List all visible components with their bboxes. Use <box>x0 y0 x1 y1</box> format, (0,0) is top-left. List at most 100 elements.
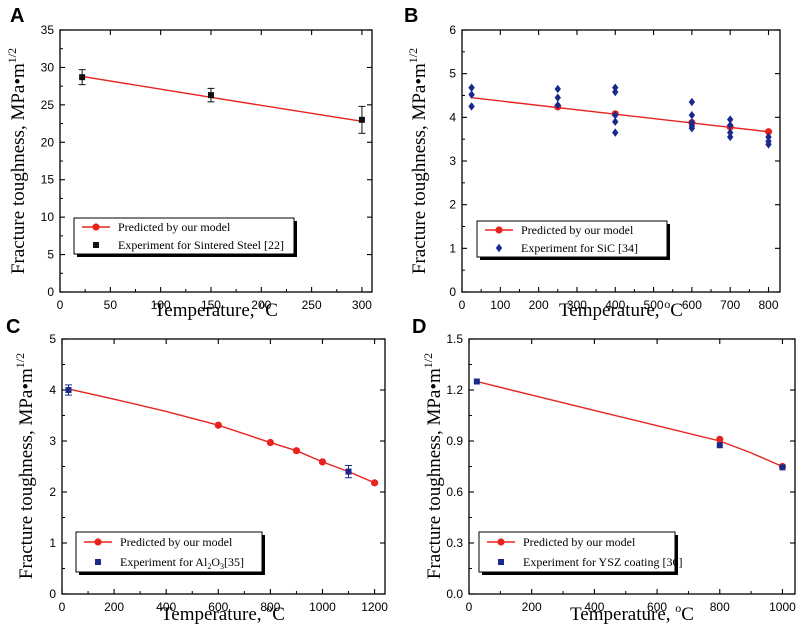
y-axis-title: Fracture toughness, MPa•m1/2 <box>5 48 29 274</box>
chart-panel-d: D 0 200 400 600 800 1000 0.0 0.3 0.6 0.9 1.2 1.5 Temp… <box>412 316 796 625</box>
y-tick-label: 4 <box>49 383 56 397</box>
legend-marker <box>495 243 503 253</box>
legend-marker <box>498 559 504 565</box>
x-tick-label: 200 <box>104 600 124 614</box>
y-tick-label: 2 <box>49 485 56 499</box>
x-tick-label: 400 <box>156 600 176 614</box>
x-tick-label: 800 <box>710 600 730 614</box>
experiment-point <box>207 92 214 99</box>
panel-label: B <box>404 5 418 27</box>
y-tick-label: 5 <box>49 332 56 346</box>
y-tick-label: 30 <box>41 60 55 74</box>
experiment-point <box>612 110 619 120</box>
x-axis-title: Temperature, oC <box>570 601 694 625</box>
legend-label: Experiment for YSZ coating [36] <box>523 555 683 569</box>
y-tick-label: 0.6 <box>446 485 463 499</box>
model-point <box>716 435 724 443</box>
experiment-point <box>468 83 475 92</box>
y-tick-label: 20 <box>41 135 55 149</box>
y-tick-label: 15 <box>41 173 55 187</box>
experiment-point <box>612 117 619 126</box>
y-tick-label: 0.3 <box>446 536 463 550</box>
x-tick-label: 300 <box>567 298 587 312</box>
y-tick-label: 1 <box>449 241 456 255</box>
y-tick-label: 1.2 <box>446 383 463 397</box>
x-tick-label: 1000 <box>309 600 336 614</box>
x-tick-label: 700 <box>720 298 740 312</box>
experiment-point <box>554 100 561 110</box>
experiment-point <box>554 84 561 94</box>
y-tick-label: 35 <box>41 23 55 37</box>
legend-box <box>75 531 263 573</box>
model-point <box>318 458 327 466</box>
model-point <box>266 438 274 447</box>
panel-label: C <box>6 316 20 338</box>
x-tick-label: 0 <box>466 600 473 614</box>
chart-panel-b: B 0 100 200 300 400 500 600 700 800 0 1 2 3 4 5 6 Tempera… <box>404 5 781 321</box>
y-tick-label: 0 <box>449 285 456 299</box>
x-tick-label: 150 <box>201 298 221 312</box>
x-tick-label: 0 <box>57 298 64 312</box>
x-tick-label: 800 <box>260 600 280 614</box>
model-point <box>370 479 379 487</box>
y-tick-label: 6 <box>449 23 456 37</box>
experiment-point <box>65 387 72 393</box>
experiment-point <box>765 132 772 142</box>
x-tick-label: 500 <box>644 298 664 312</box>
panel-label: A <box>10 5 24 27</box>
y-axis-title: Fracture toughness, MPa•m1/2 <box>421 353 445 579</box>
x-tick-label: 250 <box>302 298 322 312</box>
experiment-point <box>726 115 734 124</box>
experiment-point <box>612 87 619 97</box>
x-tick-label: 600 <box>647 600 667 614</box>
experiment-point <box>726 120 734 130</box>
legend-label: Predicted by our model <box>120 535 233 549</box>
y-tick-label: 1 <box>49 536 56 550</box>
experiment-point <box>688 97 696 107</box>
experiment-point <box>358 116 365 123</box>
legend-label: Predicted by our model <box>118 220 231 234</box>
y-tick-label: 5 <box>449 67 456 81</box>
x-axis-title: Temperature, oC <box>559 297 683 321</box>
model-point <box>292 447 301 455</box>
model-curve <box>82 75 363 123</box>
legend-label: Experiment for Sintered Steel [22] <box>118 238 284 252</box>
panel-label: D <box>412 316 426 338</box>
legend-label: Predicted by our model <box>521 223 634 237</box>
experiment-point <box>345 468 352 475</box>
x-tick-label: 300 <box>352 298 372 312</box>
x-tick-label: 400 <box>584 600 604 614</box>
model-curve <box>476 380 783 468</box>
x-tick-label: 600 <box>682 298 702 312</box>
x-tick-label: 50 <box>104 298 118 312</box>
legend-label: Predicted by our model <box>523 535 636 549</box>
y-tick-label: 0.9 <box>446 434 463 448</box>
x-tick-label: 600 <box>208 600 228 614</box>
legend-label: Experiment for Al2O3[35] <box>120 555 244 571</box>
y-tick-label: 3 <box>449 154 456 168</box>
y-tick-label: 0 <box>47 285 54 299</box>
legend-marker <box>93 242 99 248</box>
legend: Predicted by our model Experiment for YSZ… <box>478 531 683 575</box>
x-tick-label: 100 <box>490 298 510 312</box>
x-tick-label: 400 <box>605 298 625 312</box>
y-tick-label: 5 <box>47 248 54 262</box>
experiment-point <box>688 110 696 120</box>
experiment-point <box>765 140 772 149</box>
experiment-point <box>716 442 723 449</box>
x-axis-title: Temperature, oC <box>154 297 278 321</box>
legend-box <box>73 217 295 255</box>
experiment-point <box>468 102 475 111</box>
y-axis-title: Fracture toughness, MPa•m1/2 <box>406 48 430 274</box>
x-tick-label: 800 <box>758 298 778 312</box>
x-tick-label: 200 <box>522 600 542 614</box>
legend-marker <box>95 559 101 565</box>
legend-marker <box>495 226 503 234</box>
experiment-point <box>612 128 619 137</box>
y-tick-label: 0 <box>49 587 56 601</box>
y-tick-label: 25 <box>41 98 55 112</box>
x-tick-label: 100 <box>151 298 171 312</box>
legend: Predicted by our model Experiment for SiC… <box>476 220 670 260</box>
experiment-point <box>554 93 561 102</box>
